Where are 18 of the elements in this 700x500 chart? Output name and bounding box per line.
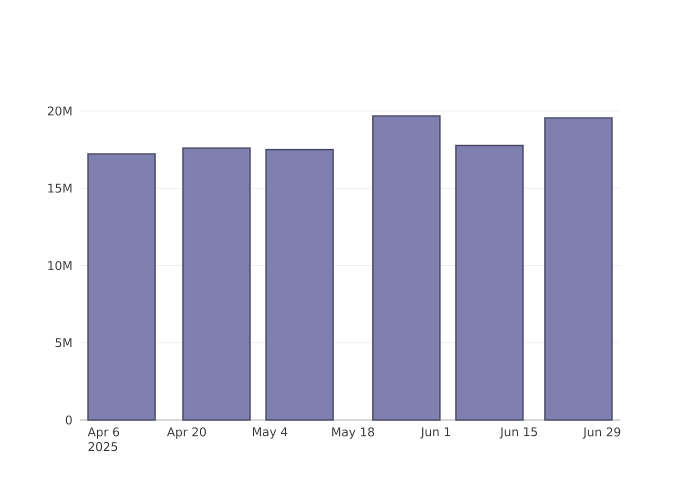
bar [372, 115, 441, 421]
x-tick-label: Jun 1 [420, 427, 450, 439]
x-tick-label: May 18 [332, 427, 374, 439]
y-tick-label: 10M [48, 260, 72, 270]
bar [455, 144, 524, 421]
y-tick-label: 20M [48, 106, 72, 116]
x-tick-label: Jun 15 [500, 427, 537, 439]
bar [265, 148, 334, 421]
x-tick-label: Apr 6 2025 [88, 427, 120, 452]
bar [544, 117, 613, 421]
x-tick-label: May 4 [252, 427, 288, 439]
y-tick-label: 15M [48, 184, 72, 193]
bar [182, 147, 251, 421]
y-tick-label: 0 [66, 415, 72, 425]
bar [87, 153, 156, 421]
y-tick-label: 5M [56, 338, 72, 348]
x-tick-label: Apr 20 [166, 427, 206, 439]
x-tick-label: Jun 29 [582, 427, 620, 439]
